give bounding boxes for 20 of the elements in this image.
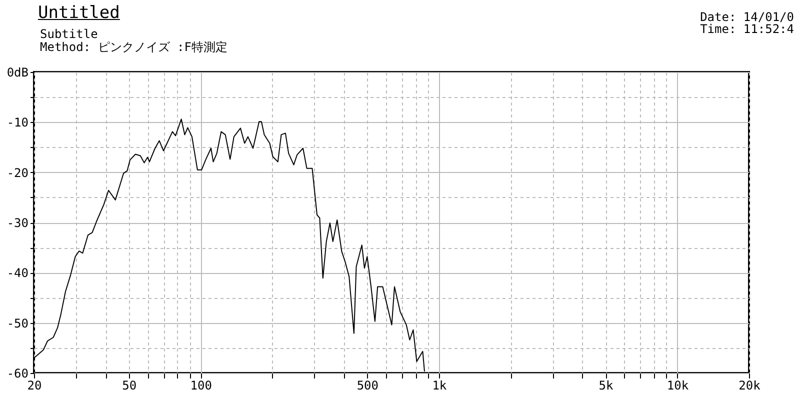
x-tick-label: 100 xyxy=(190,378,212,392)
y-tick-label: -50 xyxy=(6,316,28,330)
x-tick-label: 20k xyxy=(738,378,762,392)
y-tick-label: -30 xyxy=(6,216,28,230)
y-tick-label: -60 xyxy=(6,366,28,380)
y-tick-label: -20 xyxy=(6,166,28,180)
chart-subtitle: Subtitle xyxy=(40,27,98,41)
y-tick-label: -40 xyxy=(6,266,28,280)
x-tick-label: 1k xyxy=(432,378,448,392)
y-tick-label: -10 xyxy=(6,116,28,130)
x-tick-label: 5k xyxy=(598,378,614,392)
x-tick-label: 10k xyxy=(666,378,690,392)
x-tick-label: 20 xyxy=(27,378,42,392)
y-tick-label: 0dB xyxy=(6,66,28,80)
text: Date: 14/01/0 xyxy=(700,10,794,24)
x-tick-label: 50 xyxy=(122,378,137,392)
chart-title: Untitled xyxy=(38,3,120,23)
x-tick-label: 500 xyxy=(356,378,379,392)
text: Time: 11:52:4 xyxy=(700,22,794,36)
text: Method: ピンクノイズ :F特測定 xyxy=(40,39,228,56)
